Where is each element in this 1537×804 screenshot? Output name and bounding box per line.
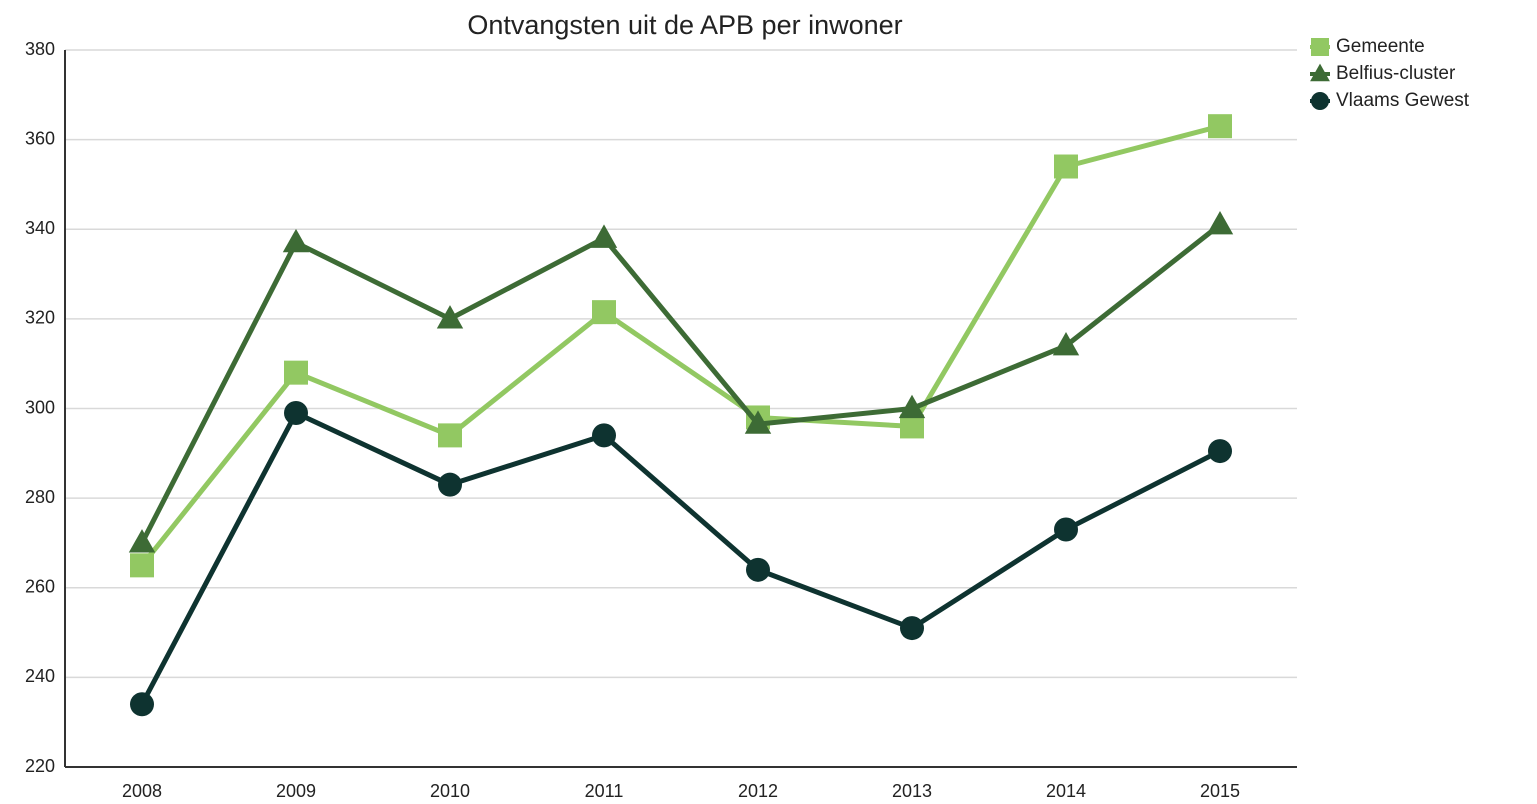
- legend-marker: [1311, 38, 1329, 56]
- x-tick-label: 2010: [430, 781, 470, 801]
- data-point: [1208, 439, 1232, 464]
- data-point: [284, 360, 308, 385]
- y-tick-label: 220: [25, 756, 55, 776]
- x-tick-label: 2014: [1046, 781, 1086, 801]
- x-tick-label: 2015: [1200, 781, 1240, 801]
- chart-title: Ontvangsten uit de APB per inwoner: [467, 10, 902, 40]
- data-point: [282, 228, 310, 253]
- y-tick-label: 280: [25, 487, 55, 507]
- data-point: [284, 400, 308, 425]
- series-line: [140, 123, 1221, 567]
- y-tick-label: 300: [25, 397, 55, 417]
- data-point: [590, 224, 618, 248]
- data-point: [1052, 331, 1080, 356]
- data-point: [900, 414, 924, 439]
- data-point: [1054, 154, 1078, 179]
- x-tick-label: 2012: [738, 781, 778, 801]
- legend-marker: [1311, 92, 1329, 110]
- data-point: [746, 557, 770, 582]
- data-point: [438, 472, 462, 497]
- data-point: [1054, 517, 1078, 542]
- data-point: [592, 300, 616, 325]
- legend-label: Belfius-cluster: [1336, 63, 1456, 84]
- data-point: [130, 692, 154, 717]
- data-point: [438, 423, 462, 448]
- data-point: [1206, 210, 1234, 235]
- legend-marker: [1310, 63, 1330, 82]
- data-point: [1208, 114, 1232, 139]
- legend-label: Vlaams Gewest: [1336, 90, 1470, 111]
- x-tick-label: 2008: [122, 781, 162, 801]
- data-point: [128, 529, 156, 553]
- y-tick-label: 240: [25, 666, 55, 686]
- y-tick-label: 320: [25, 308, 55, 328]
- series-line: [139, 410, 1222, 706]
- data-point: [592, 423, 616, 448]
- y-tick-label: 360: [25, 128, 55, 148]
- y-tick-label: 380: [25, 39, 55, 59]
- x-tick-label: 2011: [585, 781, 624, 801]
- x-tick-label: 2013: [892, 781, 932, 801]
- data-point: [130, 553, 154, 578]
- data-point: [436, 305, 464, 329]
- data-point: [898, 394, 926, 419]
- series-line: [139, 222, 1222, 545]
- x-tick-label: 2009: [276, 781, 316, 801]
- legend-label: Gemeente: [1336, 36, 1425, 57]
- data-point: [744, 410, 772, 434]
- data-point: [900, 616, 924, 641]
- y-tick-label: 260: [25, 577, 55, 597]
- y-tick-label: 340: [25, 218, 55, 238]
